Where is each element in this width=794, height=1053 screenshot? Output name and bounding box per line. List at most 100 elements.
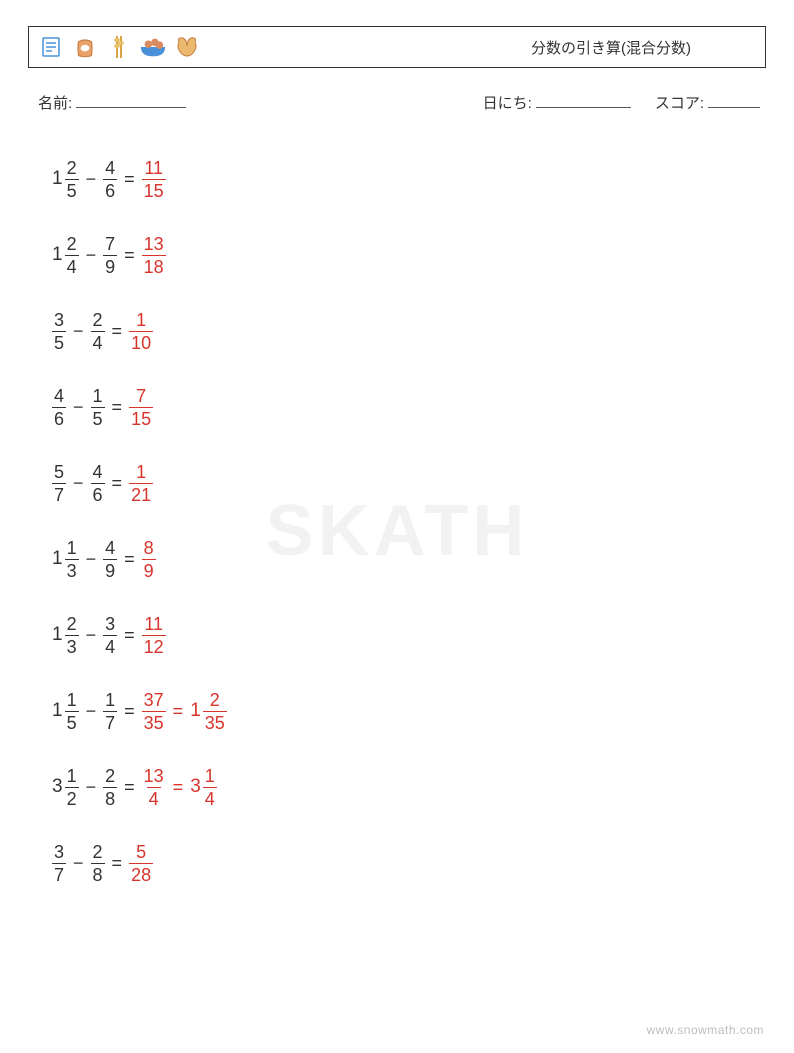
numerator: 11 — [142, 159, 165, 179]
operator: − — [86, 169, 97, 190]
numerator: 7 — [103, 235, 117, 255]
answer: 110 — [129, 311, 153, 352]
answer: 134 — [142, 767, 166, 808]
meta-right: 日にち: スコア: — [483, 92, 760, 113]
numerator: 37 — [142, 691, 166, 711]
numerator: 1 — [65, 691, 79, 711]
denominator: 9 — [103, 559, 117, 580]
denominator: 15 — [129, 407, 153, 428]
equals-sign: = — [112, 853, 123, 874]
denominator: 4 — [147, 787, 161, 808]
denominator: 21 — [129, 483, 153, 504]
whole-part: 1 — [52, 168, 63, 190]
problem-row: 113−49=89 — [52, 521, 766, 597]
answer: 121 — [129, 463, 153, 504]
date-blank[interactable] — [536, 93, 631, 108]
answer: 1318 — [142, 235, 166, 276]
fraction: 13 — [65, 539, 79, 580]
worksheet-page: 分数の引き算(混合分数) 名前: 日にち: スコア: SKATH 125−46=… — [0, 0, 794, 1053]
fraction: 1115 — [142, 159, 166, 200]
fraction: 25 — [65, 159, 79, 200]
numerator: 8 — [142, 539, 156, 559]
icon-strip — [37, 33, 201, 61]
problem-row: 124−79=1318 — [52, 217, 766, 293]
score-blank[interactable] — [708, 93, 760, 108]
answer: 3735 — [142, 691, 166, 732]
numerator: 1 — [134, 463, 148, 483]
numerator: 4 — [91, 463, 105, 483]
pretzel-icon — [173, 33, 201, 61]
denominator: 7 — [103, 711, 117, 732]
numerator: 11 — [142, 615, 165, 635]
numerator: 1 — [103, 691, 117, 711]
denominator: 4 — [65, 255, 79, 276]
denominator: 9 — [142, 559, 156, 580]
denominator: 12 — [142, 635, 166, 656]
fraction: 15 — [91, 387, 105, 428]
whole-part: 1 — [52, 700, 63, 722]
fraction: 89 — [142, 539, 156, 580]
worksheet-title: 分数の引き算(混合分数) — [531, 37, 751, 58]
name-blank[interactable] — [76, 93, 186, 108]
denominator: 6 — [91, 483, 105, 504]
operator: − — [73, 397, 84, 418]
fraction: 46 — [91, 463, 105, 504]
numerator: 4 — [103, 159, 117, 179]
answer: 1235 — [190, 691, 227, 732]
operator: − — [86, 777, 97, 798]
fraction: 3735 — [142, 691, 166, 732]
fraction: 15 — [65, 691, 79, 732]
fraction: 79 — [103, 235, 117, 276]
operator: − — [86, 625, 97, 646]
numerator: 2 — [65, 235, 79, 255]
date-label: 日にち: — [483, 92, 532, 113]
equals-sign: = — [124, 625, 135, 646]
fraction: 121 — [129, 463, 153, 504]
operator: − — [73, 473, 84, 494]
fraction: 17 — [103, 691, 117, 732]
bowl-icon — [139, 33, 167, 61]
fraction: 23 — [65, 615, 79, 656]
numerator: 2 — [91, 311, 105, 331]
whole-part: 1 — [52, 244, 63, 266]
fraction: 235 — [203, 691, 227, 732]
equals-sign: = — [124, 777, 135, 798]
numerator: 5 — [52, 463, 66, 483]
fraction: 134 — [142, 767, 166, 808]
fraction: 14 — [203, 767, 217, 808]
denominator: 5 — [52, 331, 66, 352]
fraction: 24 — [65, 235, 79, 276]
operator: − — [73, 853, 84, 874]
denominator: 4 — [91, 331, 105, 352]
answer: 715 — [129, 387, 153, 428]
answer: 528 — [129, 843, 153, 884]
denominator: 7 — [52, 483, 66, 504]
wheat-icon — [105, 33, 133, 61]
name-label: 名前: — [38, 92, 72, 113]
whole-part: 1 — [52, 624, 63, 646]
denominator: 28 — [129, 863, 153, 884]
equals-sign: = — [112, 473, 123, 494]
denominator: 6 — [103, 179, 117, 200]
whole-part: 1 — [52, 548, 63, 570]
numerator: 4 — [52, 387, 66, 407]
whole-part: 1 — [190, 700, 201, 722]
numerator: 5 — [134, 843, 148, 863]
flour-bag-icon — [71, 33, 99, 61]
problem-row: 115−17=3735=1235 — [52, 673, 766, 749]
problem-row: 123−34=1112 — [52, 597, 766, 673]
score-label: スコア: — [655, 92, 704, 113]
numerator: 1 — [134, 311, 148, 331]
fraction: 1318 — [142, 235, 166, 276]
equals-sign: = — [112, 321, 123, 342]
equals-sign: = — [173, 777, 184, 798]
denominator: 2 — [65, 787, 79, 808]
whole-part: 3 — [52, 776, 63, 798]
numerator: 2 — [208, 691, 222, 711]
denominator: 4 — [203, 787, 217, 808]
numerator: 1 — [65, 539, 79, 559]
numerator: 3 — [52, 843, 66, 863]
denominator: 7 — [52, 863, 66, 884]
answer: 89 — [142, 539, 156, 580]
fraction: 12 — [65, 767, 79, 808]
